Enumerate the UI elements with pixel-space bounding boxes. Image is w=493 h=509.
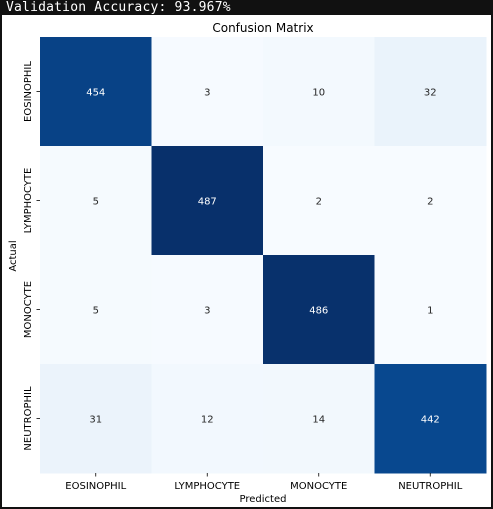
cell-value-label: 2 <box>316 197 322 208</box>
cell-value-label: 12 <box>201 415 214 426</box>
x-tick-label: MONOCYTE <box>290 481 347 492</box>
cell-value-label: 1 <box>427 306 433 317</box>
y-axis-ticks: EOSINOPHIL LYMPHOCYTE MONOCYTE NEUTROPHIL <box>23 61 40 451</box>
heatmap-cell <box>374 146 487 256</box>
heatmap-cell <box>374 37 487 147</box>
heatmap-cell <box>151 146 264 256</box>
heatmap-cell <box>374 364 487 474</box>
chart-figure: Confusion Matrix 454 3 10 32 5 487 2 2 5 3 486 1 31 1… <box>2 15 491 507</box>
cell-value-label: 2 <box>427 197 433 208</box>
heatmap-cell <box>40 37 152 147</box>
heatmap-cell <box>151 364 264 474</box>
cell-value-label: 487 <box>198 197 217 208</box>
cell-value-label: 3 <box>204 88 210 99</box>
y-axis-label: Actual <box>8 240 19 271</box>
x-tick-label: LYMPHOCYTE <box>174 481 240 492</box>
cell-value-label: 442 <box>421 415 440 426</box>
x-tick-label: NEUTROPHIL <box>398 481 463 492</box>
heatmap-cell <box>40 255 152 365</box>
cell-value-label: 5 <box>93 306 99 317</box>
heatmap-cell <box>151 255 264 365</box>
heatmap-cells: 454 3 10 32 5 487 2 2 5 3 486 1 31 12 14 442 <box>40 37 487 474</box>
x-axis-ticks: EOSINOPHIL LYMPHOCYTE MONOCYTE NEUTROPHIL <box>65 473 463 492</box>
confusion-matrix-chart: Confusion Matrix 454 3 10 32 5 487 2 2 5 3 486 1 31 1… <box>8 21 487 505</box>
heatmap-cell <box>40 364 152 474</box>
cell-value-label: 486 <box>309 306 328 317</box>
heatmap-cell <box>263 255 375 365</box>
y-tick-label: EOSINOPHIL <box>23 61 34 122</box>
chart-title: Confusion Matrix <box>212 21 313 35</box>
cell-value-label: 31 <box>89 415 102 426</box>
x-tick-label: EOSINOPHIL <box>65 481 126 492</box>
cell-value-label: 10 <box>312 88 325 99</box>
heatmap-cell <box>374 255 487 365</box>
y-tick-label: MONOCYTE <box>23 281 34 338</box>
cell-value-label: 3 <box>204 306 210 317</box>
heatmap-cell <box>263 146 375 256</box>
cell-value-label: 5 <box>93 197 99 208</box>
heatmap-cell <box>263 364 375 474</box>
heatmap-cell <box>40 146 152 256</box>
cell-value-label: 32 <box>424 88 437 99</box>
x-axis-label: Predicted <box>240 494 287 505</box>
heatmap-cell <box>151 37 264 147</box>
y-tick-label: NEUTROPHIL <box>23 386 34 451</box>
heatmap-cell <box>263 37 375 147</box>
y-tick-label: LYMPHOCYTE <box>23 168 34 234</box>
cell-value-label: 454 <box>86 88 105 99</box>
cell-value-label: 14 <box>312 415 325 426</box>
validation-accuracy-output: Validation Accuracy: 93.967% <box>6 0 231 15</box>
